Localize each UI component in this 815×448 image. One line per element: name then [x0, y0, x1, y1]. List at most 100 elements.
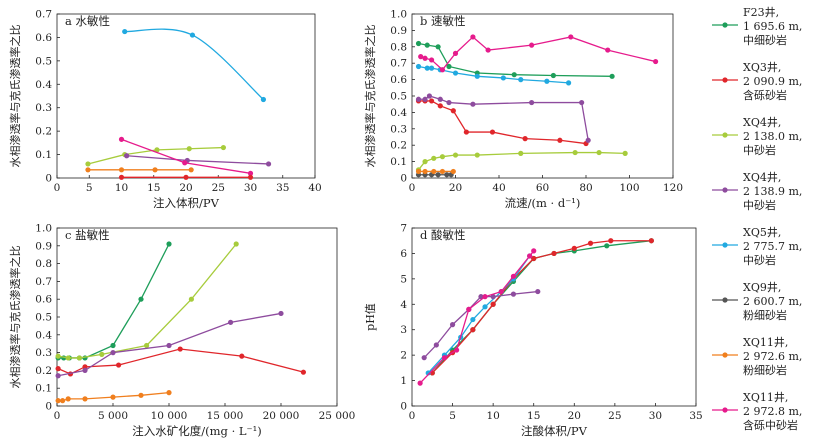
y-tick-label: 0.9 [390, 25, 407, 37]
x-tick-label: 20 [568, 410, 581, 422]
data-point [605, 47, 611, 53]
data-point [278, 310, 284, 317]
data-point [118, 136, 125, 142]
series-line [418, 100, 587, 145]
x-tick-label: 40 [308, 182, 321, 194]
legend-lithology: 含砾中砂岩 [743, 418, 798, 432]
x-tick-label: 0 [54, 410, 61, 422]
series [85, 167, 194, 173]
data-point [446, 63, 452, 70]
legend-depth: 2 972.8 m, [743, 405, 802, 418]
data-point [247, 174, 254, 180]
series-line [58, 243, 237, 359]
y-tick-label: 0 [45, 401, 52, 413]
data-point [186, 146, 192, 152]
data-point [529, 99, 535, 106]
data-point [428, 65, 435, 71]
x-tick-label: 10 [115, 182, 128, 194]
legend-depth: 2 775.7 m, [743, 240, 802, 253]
legend-marker [722, 242, 728, 248]
legend-lithology: 中砂岩 [743, 143, 776, 157]
x-tick-label: 5 [86, 182, 93, 194]
series [118, 174, 254, 180]
data-point [500, 75, 506, 81]
y-tick-label: 0.3 [35, 102, 52, 114]
data-point [422, 55, 428, 61]
data-point [568, 34, 574, 40]
data-point [572, 149, 578, 156]
y-tick-label: 3 [400, 324, 407, 336]
data-point [138, 392, 144, 398]
series-line [57, 348, 304, 375]
data-point [144, 342, 150, 349]
data-point [452, 70, 459, 76]
x-tick-label: 15 [527, 410, 540, 422]
data-point [498, 288, 504, 295]
data-point [470, 101, 476, 107]
y-tick-label: 0.4 [35, 329, 52, 341]
data-point [428, 98, 435, 104]
y-tick-label: 1.0 [35, 223, 52, 235]
series-line [126, 155, 269, 165]
data-point [566, 80, 572, 86]
legend-well: XQ4井, [743, 115, 781, 129]
y-tick-label: 2 [400, 350, 407, 362]
data-point [531, 248, 537, 254]
y-tick-label: 0 [400, 173, 407, 185]
data-point [99, 351, 105, 357]
panel-title: c 盐敏性 [65, 228, 110, 242]
legend-well: F23井, [743, 5, 779, 19]
y-tick-label: 0.2 [35, 126, 52, 138]
x-tick-label: 0 [54, 182, 61, 194]
x-tick-label: 80 [579, 182, 592, 194]
y-tick-label: 0.1 [35, 149, 52, 161]
series [55, 241, 172, 361]
data-point [470, 34, 476, 40]
x-tick-label: 35 [276, 182, 289, 194]
series-line [124, 28, 264, 100]
data-point [118, 167, 125, 173]
legend-lithology: 中砂岩 [743, 198, 776, 212]
data-point [571, 245, 577, 251]
data-point [450, 108, 456, 114]
data-point [454, 347, 460, 353]
series [124, 153, 272, 167]
data-point [422, 159, 428, 165]
data-point [418, 54, 424, 60]
data-point [482, 294, 488, 300]
x-axis-label: 注入体积/PV [153, 196, 220, 210]
data-point [439, 67, 446, 73]
legend-well: XQ5井, [743, 225, 781, 239]
y-tick-label: 0.9 [35, 240, 52, 252]
y-tick-label: 0.6 [35, 294, 52, 306]
data-point [431, 168, 437, 175]
legend-depth: 2 600.7 m, [743, 295, 802, 308]
y-tick-label: 0.1 [35, 383, 52, 395]
series [55, 241, 239, 361]
data-point [152, 167, 158, 173]
y-axis-label: 水相渗透率与克氏渗透率之比 [8, 246, 22, 389]
data-point [489, 129, 496, 135]
data-point [421, 355, 427, 361]
legend-depth: 1 695.6 m, [743, 20, 802, 33]
legend-well: XQ11井, [743, 390, 788, 404]
x-tick-label: 0 [409, 410, 416, 422]
data-point [478, 294, 484, 300]
data-point [439, 154, 446, 160]
x-tick-label: 100 [619, 182, 639, 194]
legend-well: XQ9井, [743, 280, 781, 294]
data-point [511, 72, 517, 78]
legend-lithology: 中细砂岩 [743, 33, 787, 47]
series [415, 149, 628, 173]
legend-marker [722, 77, 728, 83]
x-tick-label: 20 000 [263, 410, 300, 422]
data-point [446, 99, 452, 106]
y-tick-label: 0.3 [35, 347, 52, 359]
data-point [550, 72, 556, 79]
y-tick-label: 0.4 [390, 107, 407, 119]
legend-item: XQ5井,2 775.7 m,中砂岩 [712, 225, 802, 267]
legend-item: XQ3井,2 090.9 m,含砾砂岩 [712, 60, 802, 102]
data-point [166, 342, 172, 349]
legend-lithology: 中砂岩 [743, 253, 776, 267]
